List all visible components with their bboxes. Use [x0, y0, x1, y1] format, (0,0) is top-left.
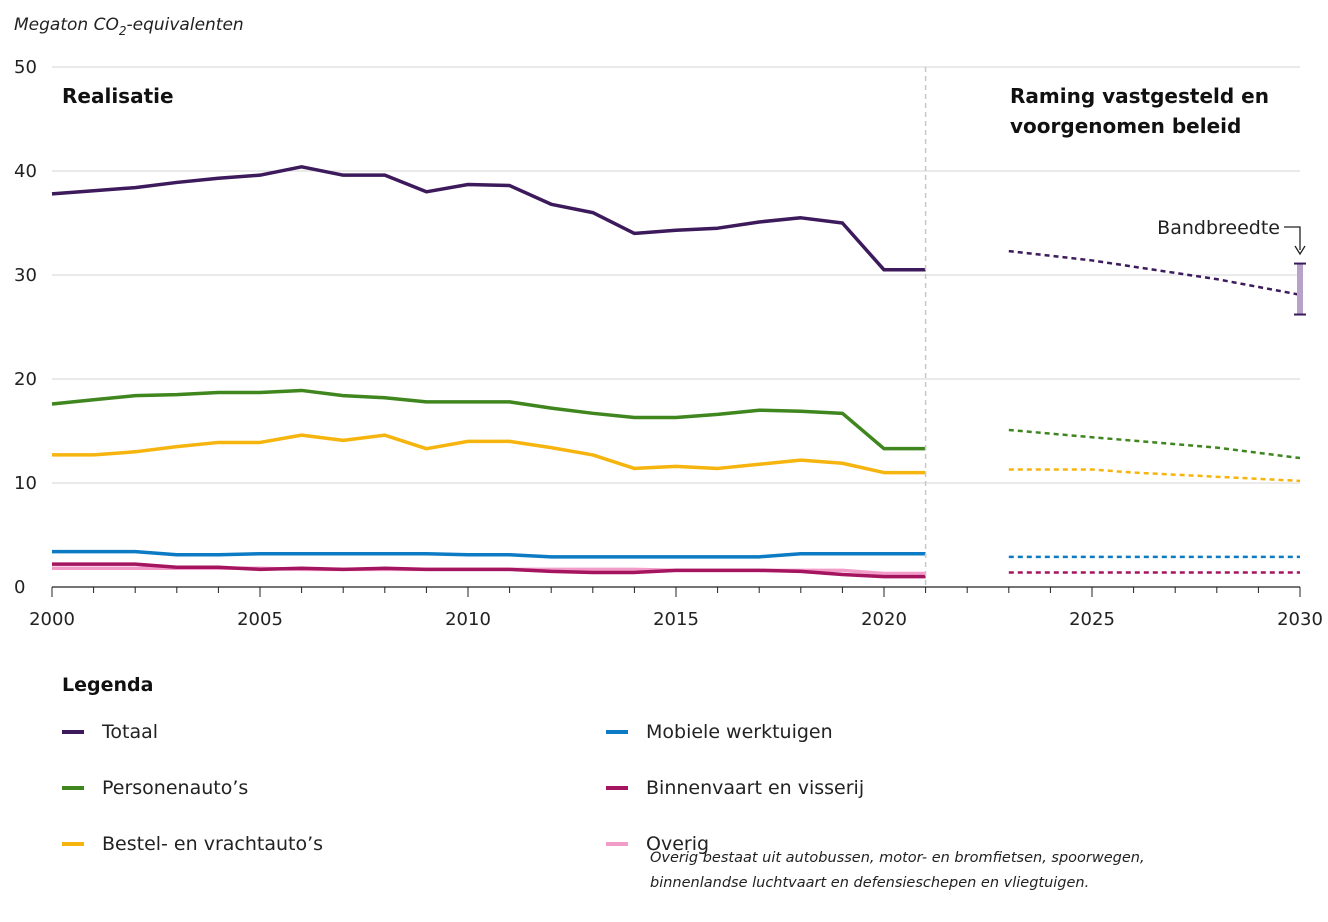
- series-projection-totaal: [1008, 249, 1301, 296]
- legend-swatch: [606, 786, 628, 790]
- x-tick-label: 2025: [1069, 609, 1115, 630]
- legend-label: Personenauto’s: [102, 777, 249, 799]
- y-axis-label: Megaton CO2-equivalenten: [14, 15, 244, 38]
- region-label-realisatie: Realisatie: [62, 84, 174, 108]
- legend-label: Totaal: [102, 721, 159, 743]
- footnote: Overig bestaat uit autobussen, motor- en…: [650, 846, 1290, 896]
- series-line-binnenvaart-en-visserij: [52, 562, 926, 579]
- legend-swatch: [62, 730, 84, 734]
- footnote-line-2: binnenlandse luchtvaart en defensieschep…: [650, 875, 1090, 891]
- legend-swatch: [62, 842, 84, 846]
- legend-item: Personenauto’s: [62, 774, 248, 802]
- x-tick-label: 2015: [653, 609, 699, 630]
- series-projection-bestel-en-vrachtauto-s: [1008, 468, 1301, 483]
- legend-title: Legenda: [62, 674, 154, 696]
- x-tick-label: 2005: [237, 609, 283, 630]
- series-line-mobiele-werktuigen: [52, 549, 926, 559]
- legend-item: Totaal: [62, 718, 158, 746]
- legend-swatch: [62, 786, 84, 790]
- y-tick-label: 10: [14, 473, 37, 494]
- band-leader-line: [1284, 226, 1301, 250]
- band-leader-arrow: [1294, 245, 1306, 256]
- legend-label: Mobiele werktuigen: [646, 721, 833, 743]
- footnote-line-1: Overig bestaat uit autobussen, motor- en…: [650, 850, 1145, 866]
- y-tick-label: 50: [14, 57, 37, 78]
- legend-label: Overig: [646, 833, 710, 855]
- gridlines: [52, 66, 1300, 484]
- series-line-totaal: [51, 165, 926, 272]
- annotations: Realisatie Raming vastgesteld en voorgenom…: [62, 67, 1306, 587]
- legend-item: Binnenvaart en visserij: [606, 774, 864, 802]
- y-tick-label: 30: [14, 265, 37, 286]
- region-label-raming: Raming vastgesteld en: [1010, 84, 1269, 108]
- legend-label: Binnenvaart en visserij: [646, 777, 865, 799]
- band-label: Bandbreedte: [1157, 217, 1280, 239]
- legend-item: Overig: [606, 830, 709, 858]
- x-tick-label: 2020: [861, 609, 907, 630]
- legend-label: Bestel- en vrachtauto’s: [102, 833, 324, 855]
- y-tick-label: 20: [14, 369, 37, 390]
- series-line-personenauto-s: [51, 388, 926, 451]
- legend-swatch: [606, 842, 628, 846]
- legend-item: Bestel- en vrachtauto’s: [62, 830, 323, 858]
- y-tick-label: 0: [14, 577, 25, 598]
- legend-item: Mobiele werktuigen: [606, 718, 833, 746]
- legend-swatch: [606, 730, 628, 734]
- x-tick-label: 2000: [29, 609, 75, 630]
- region-label-raming: voorgenomen beleid: [1010, 114, 1241, 138]
- y-tick-label: 40: [14, 161, 37, 182]
- band-bar: [1297, 263, 1303, 315]
- series-lines: [51, 165, 1301, 579]
- x-tick-label: 2030: [1277, 609, 1323, 630]
- series-projection-personenauto-s: [1008, 428, 1301, 460]
- x-tick-label: 2010: [445, 609, 491, 630]
- series-line-bestel-en-vrachtauto-s: [52, 433, 926, 475]
